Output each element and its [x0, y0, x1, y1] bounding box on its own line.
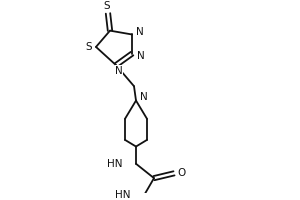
Text: N: N	[136, 27, 144, 37]
Text: HN: HN	[106, 159, 122, 169]
Text: N: N	[140, 92, 148, 102]
Text: O: O	[177, 168, 185, 178]
Text: S: S	[104, 1, 110, 11]
Text: S: S	[86, 42, 92, 52]
Text: N: N	[115, 66, 123, 76]
Text: N: N	[137, 51, 145, 61]
Text: HN: HN	[115, 190, 130, 200]
